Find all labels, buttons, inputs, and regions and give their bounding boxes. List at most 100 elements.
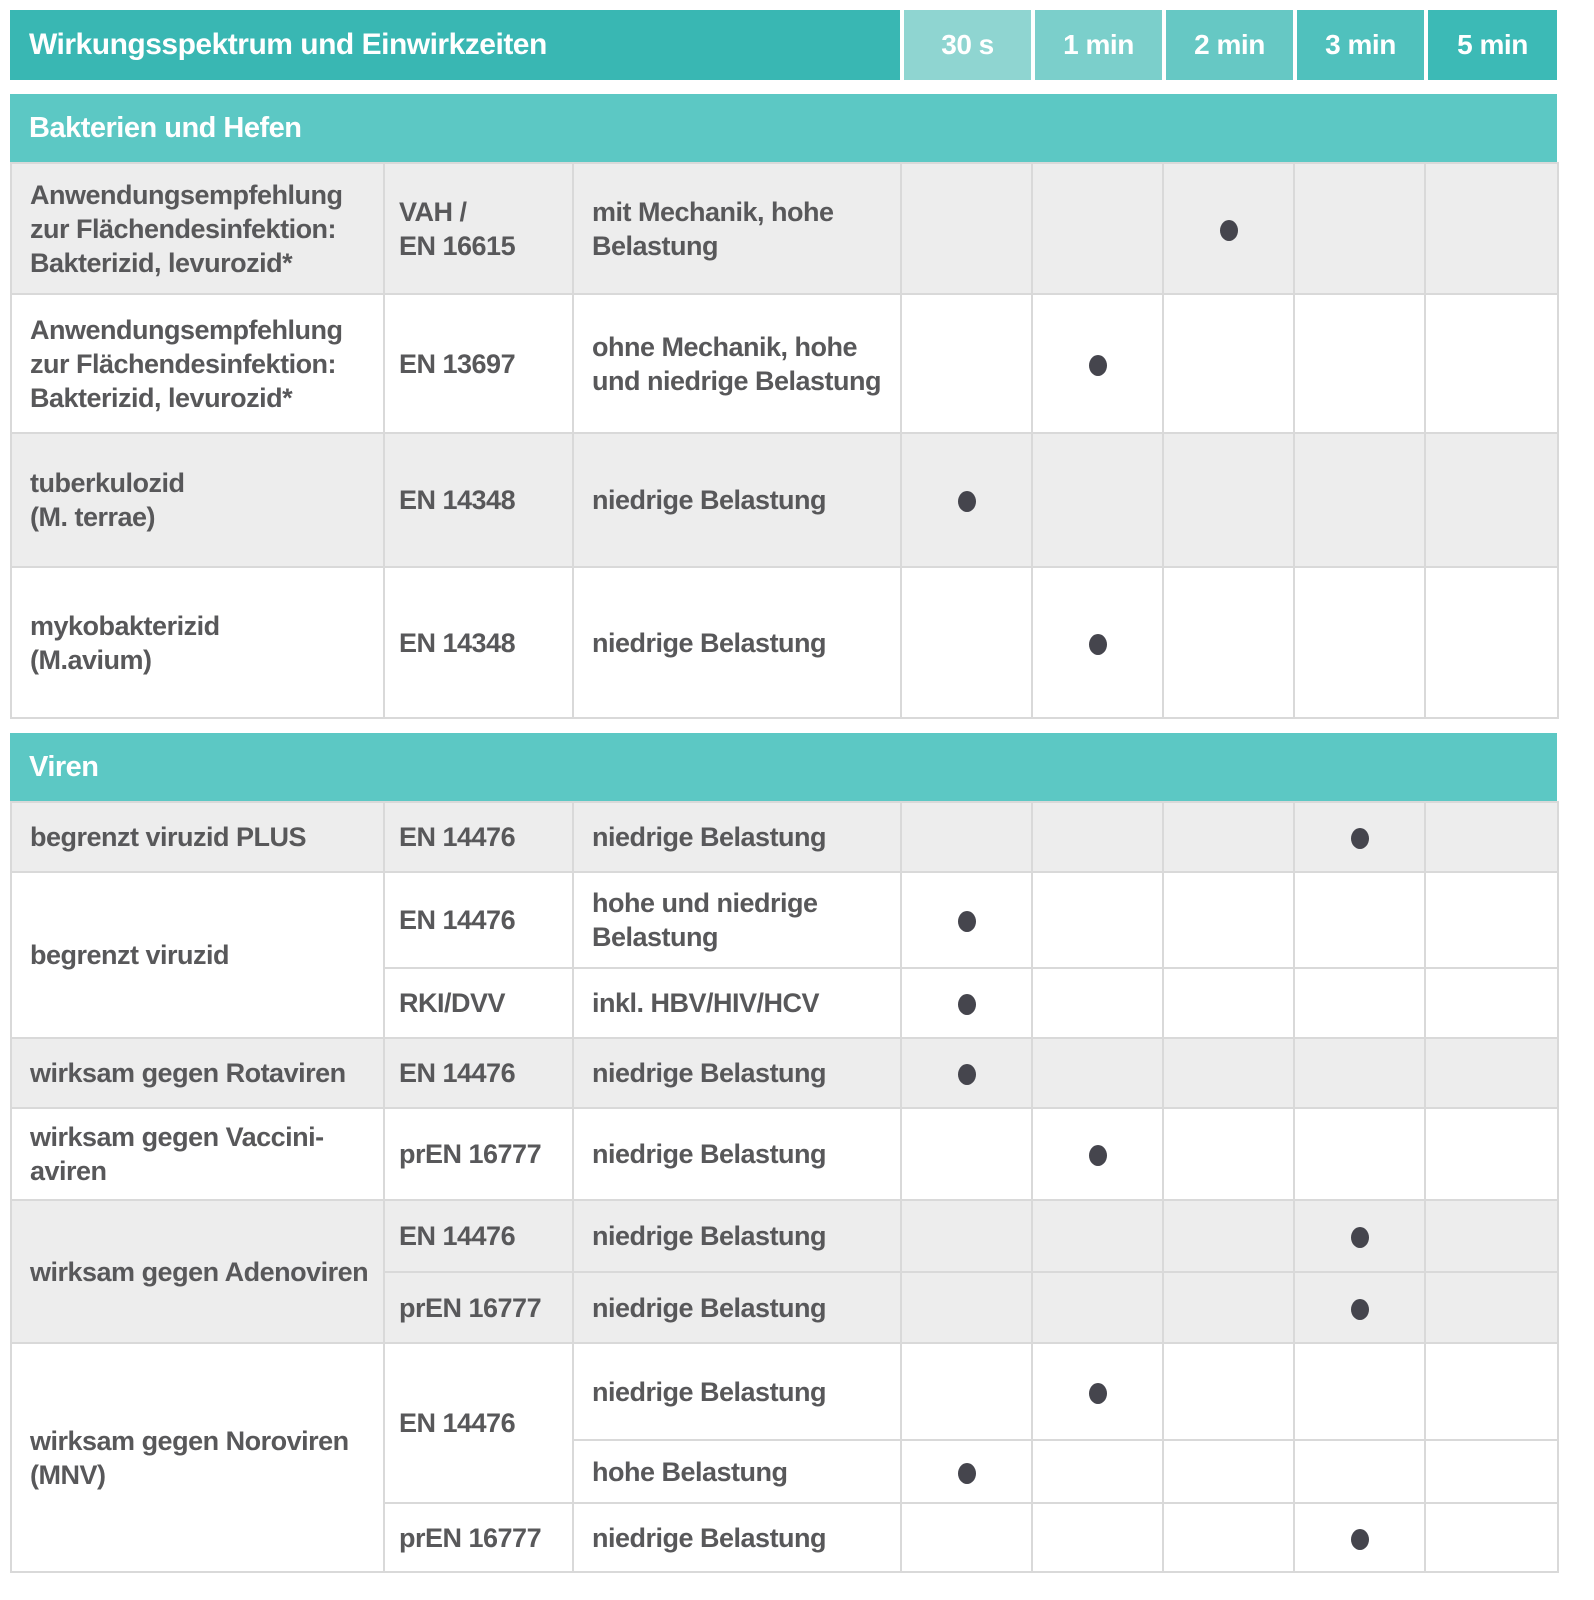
- time-cell-2-min: [1162, 162, 1295, 295]
- dot-marker: [1350, 828, 1369, 850]
- dot-marker: [1088, 1145, 1107, 1167]
- norm-cell: EN 14476: [383, 1199, 574, 1273]
- time-cell-30-s: [900, 1037, 1033, 1109]
- time-cell-5-min: [1424, 293, 1559, 434]
- time-cell-30-s: [900, 293, 1033, 434]
- table-row: Anwendungsempfehlung zur Flächendesinfek…: [10, 162, 1559, 295]
- time-cell-3-min: [1293, 871, 1426, 969]
- time-cell-30-s: [900, 871, 1033, 969]
- table-row: RKI/DVV inkl. HBV/HIV/HCV: [11, 967, 1559, 1039]
- condition-cell: inkl. HBV/HIV/HCV: [572, 967, 902, 1039]
- time-header-30-s: 30 s: [900, 10, 1031, 80]
- time-cell-1-min: [1031, 1199, 1164, 1273]
- table-row: begrenzt viruzid EN 14476 hohe und niedrig…: [10, 871, 1559, 1039]
- time-cell-2-min: [1162, 1199, 1295, 1273]
- dot-marker: [1350, 1528, 1369, 1550]
- time-cell-2-min: [1162, 1107, 1295, 1201]
- time-cell-3-min: [1293, 1199, 1426, 1273]
- condition-cell: ohne Mechanik, hohe und niedrige Belastu…: [572, 293, 902, 434]
- row-label-cell: Anwendungsempfehlung zur Flächendesinfek…: [10, 293, 385, 434]
- time-cell-3-min: [1293, 1439, 1426, 1504]
- dot-marker: [957, 1064, 976, 1086]
- norm-cell: EN 14348: [383, 566, 574, 719]
- time-cell-30-s: [900, 967, 1033, 1039]
- dot-marker: [1350, 1227, 1369, 1249]
- table-row: Anwendungsempfehlung zur Flächendesinfek…: [10, 293, 1559, 434]
- time-cell-2-min: [1162, 871, 1295, 969]
- table-row: mykobakterizid (M.avium) EN 14348 niedrige…: [10, 566, 1559, 719]
- time-cell-5-min: [1424, 967, 1559, 1039]
- time-cell-30-s: [900, 1199, 1033, 1273]
- table-row: wirksam gegen Rotaviren EN 14476 niedrige …: [10, 1037, 1559, 1109]
- time-cell-30-s: [900, 1439, 1033, 1504]
- dot-marker: [957, 994, 976, 1016]
- time-cell-3-min: [1293, 1107, 1426, 1201]
- row-label-cell: wirksam gegen Vaccini- aviren: [10, 1107, 385, 1201]
- norm-cell: EN 13697: [383, 293, 574, 434]
- time-cell-5-min: [1424, 1037, 1559, 1109]
- time-cell-2-min: [1162, 293, 1295, 434]
- time-cell-1-min: [1031, 293, 1164, 434]
- time-cell-2-min: [1162, 432, 1295, 568]
- time-cell-30-s: [900, 1502, 1033, 1573]
- time-cell-3-min: [1293, 162, 1426, 295]
- time-cell-30-s: [900, 801, 1033, 873]
- time-cell-30-s: [900, 432, 1033, 568]
- dot-marker: [957, 491, 976, 513]
- time-cell-5-min: [1424, 1502, 1559, 1573]
- table-row: prEN 16777 niedrige Belastung: [11, 1271, 1559, 1344]
- condition-cell: niedrige Belastung: [572, 801, 902, 873]
- dot-marker: [1088, 633, 1107, 655]
- dot-marker: [1088, 1382, 1107, 1404]
- time-cell-3-min: [1293, 967, 1426, 1039]
- dot-marker: [957, 1462, 976, 1484]
- dot-marker: [957, 911, 976, 933]
- row-label-cell: tuberkulozid (M. terrae): [10, 432, 385, 568]
- time-cell-2-min: [1162, 1271, 1295, 1344]
- table-row: begrenzt viruzid PLUS EN 14476 niedrige Be…: [10, 801, 1559, 873]
- section-title: Viren: [29, 750, 99, 783]
- time-header-2-min: 2 min: [1162, 10, 1293, 80]
- time-cell-5-min: [1424, 566, 1559, 719]
- row-label-cell: begrenzt viruzid: [10, 871, 385, 1039]
- condition-cell: niedrige Belastung: [572, 1502, 902, 1573]
- time-cell-1-min: [1031, 432, 1164, 568]
- time-cell-2-min: [1162, 1037, 1295, 1109]
- norm-cell: prEN 16777: [383, 1107, 574, 1201]
- time-cell-5-min: [1424, 1107, 1559, 1201]
- norm-cell: VAH / EN 16615: [383, 162, 574, 295]
- table-row: wirksam gegen Adenoviren EN 14476 niedrige…: [10, 1199, 1559, 1344]
- condition-cell: hohe und niedrige Belastung: [572, 871, 902, 969]
- time-cell-3-min: [1293, 293, 1426, 434]
- condition-cell: niedrige Belastung: [572, 1342, 902, 1441]
- time-cell-5-min: [1424, 801, 1559, 873]
- time-cell-1-min: [1031, 1342, 1164, 1441]
- table-row: prEN 16777 niedrige Belastung: [11, 1502, 1559, 1573]
- norm-cell: prEN 16777: [383, 1271, 574, 1344]
- time-cell-3-min: [1293, 1037, 1426, 1109]
- condition-cell: niedrige Belastung: [572, 432, 902, 568]
- table-row: tuberkulozid (M. terrae) EN 14348 niedrige…: [10, 432, 1559, 568]
- time-cell-1-min: [1031, 1037, 1164, 1109]
- time-cell-3-min: [1293, 1271, 1426, 1344]
- time-cell-1-min: [1031, 1271, 1164, 1344]
- time-cell-5-min: [1424, 1199, 1559, 1273]
- row-label-cell: begrenzt viruzid PLUS: [10, 801, 385, 873]
- page-title: Wirkungsspektrum und Einwirkzeiten: [10, 10, 900, 80]
- time-cell-30-s: [900, 1342, 1033, 1441]
- norm-cell: EN 14348: [383, 432, 574, 568]
- time-cell-1-min: [1031, 162, 1164, 295]
- section-title: Bakterien und Hefen: [29, 111, 302, 144]
- time-cell-1-min: [1031, 967, 1164, 1039]
- condition-cell: niedrige Belastung: [572, 1199, 902, 1273]
- time-cell-2-min: [1162, 1502, 1295, 1573]
- time-cell-30-s: [900, 162, 1033, 295]
- time-cell-3-min: [1293, 566, 1426, 719]
- time-header-5-min: 5 min: [1424, 10, 1557, 80]
- condition-cell: niedrige Belastung: [572, 1107, 902, 1201]
- time-cell-30-s: [900, 1271, 1033, 1344]
- norm-cell: EN 14476: [383, 1342, 574, 1504]
- row-label-cell: wirksam gegen Noroviren (MNV): [10, 1342, 385, 1573]
- time-cell-2-min: [1162, 1342, 1295, 1441]
